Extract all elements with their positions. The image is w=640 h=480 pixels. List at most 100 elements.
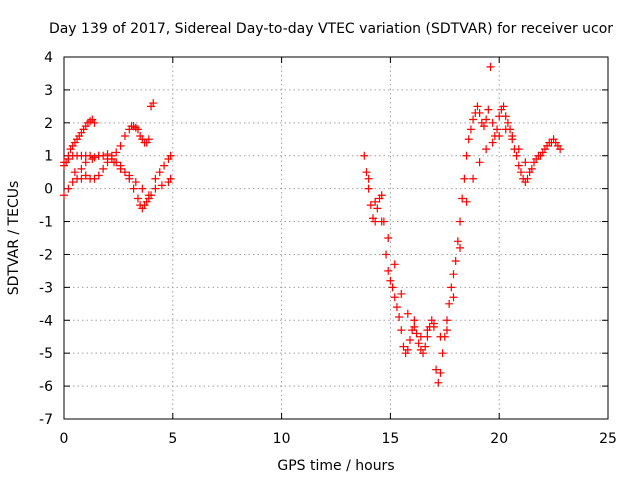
- data-point: [364, 174, 373, 183]
- data-series: [360, 62, 565, 387]
- data-point: [90, 118, 99, 127]
- data-point: [116, 164, 125, 173]
- data-point: [390, 293, 399, 302]
- data-point: [556, 145, 565, 154]
- data-point: [414, 339, 423, 348]
- x-tick-label: 25: [599, 431, 617, 447]
- data-point: [390, 260, 399, 269]
- data-series: [70, 151, 175, 200]
- data-point: [523, 174, 532, 183]
- data-point: [88, 155, 97, 164]
- data-point: [60, 191, 68, 200]
- data-point: [475, 158, 484, 167]
- data-point: [64, 155, 73, 164]
- data-point: [419, 349, 428, 358]
- data-point: [392, 303, 401, 312]
- data-point: [360, 151, 369, 160]
- data-point: [160, 161, 169, 170]
- data-point: [462, 151, 471, 160]
- data-point: [508, 131, 517, 140]
- data-point: [120, 168, 129, 177]
- data-point: [475, 108, 484, 117]
- y-tick-label: -2: [39, 247, 53, 263]
- data-point: [386, 276, 395, 285]
- data-point: [86, 117, 95, 126]
- data-point: [514, 161, 523, 170]
- data-point: [397, 326, 406, 335]
- data-point: [447, 283, 456, 292]
- data-point: [90, 153, 99, 162]
- data-point: [377, 191, 386, 200]
- plot-frame: [63, 56, 609, 420]
- data-point: [412, 329, 421, 338]
- data-point: [432, 365, 441, 374]
- data-point: [99, 164, 108, 173]
- data-point: [516, 168, 525, 177]
- x-tick-label: 20: [490, 431, 508, 447]
- data-point: [503, 118, 512, 127]
- data-point: [112, 148, 121, 157]
- data-point: [482, 115, 491, 124]
- data-point: [464, 135, 473, 144]
- data-point: [442, 326, 451, 335]
- y-tick-labels: -7 -6 -5 -4 -3 -2 -1 0 1 2 3 4: [39, 50, 53, 428]
- data-point: [116, 141, 125, 150]
- y-tick-label: 4: [44, 50, 53, 66]
- data-point: [90, 174, 99, 183]
- data-point: [166, 174, 175, 183]
- data-point: [77, 174, 86, 183]
- data-point: [527, 164, 536, 173]
- data-point: [512, 151, 521, 160]
- data-point: [166, 151, 175, 160]
- data-point: [501, 112, 510, 121]
- data-point: [499, 102, 508, 111]
- data-point: [410, 322, 419, 331]
- data-series: [364, 125, 530, 341]
- data-point: [466, 125, 475, 134]
- x-axis-label: GPS time / hours: [277, 458, 394, 474]
- data-point: [460, 174, 469, 183]
- data-point: [405, 336, 414, 345]
- data-point: [377, 217, 386, 226]
- data-point: [397, 289, 406, 298]
- data-point: [120, 131, 129, 140]
- x-tick-label: 15: [381, 431, 399, 447]
- data-point: [458, 194, 467, 203]
- x-tick-label: 0: [60, 431, 69, 447]
- data-point: [479, 122, 488, 131]
- data-point: [482, 145, 491, 154]
- data-point: [68, 178, 77, 187]
- y-tick-label: 1: [44, 149, 53, 165]
- data-series: [60, 99, 158, 167]
- data-point: [133, 125, 142, 134]
- data-point: [60, 158, 68, 167]
- data-point: [373, 204, 382, 213]
- data-point: [64, 184, 73, 193]
- data-point: [362, 168, 371, 177]
- data-point: [81, 158, 90, 167]
- data-point: [81, 171, 90, 180]
- y-tick-label: 3: [44, 83, 53, 99]
- data-point: [484, 105, 493, 114]
- y-tick-label: -1: [39, 215, 53, 231]
- data-point: [442, 316, 451, 325]
- data-point: [364, 184, 373, 193]
- data-point: [125, 171, 134, 180]
- y-tick-label: 2: [44, 116, 53, 132]
- data-point: [399, 342, 408, 351]
- data-point: [395, 312, 404, 321]
- data-point: [486, 62, 495, 71]
- data-point: [94, 151, 103, 160]
- data-point: [434, 378, 443, 387]
- data-point: [438, 349, 447, 358]
- data-point: [495, 131, 504, 140]
- data-point: [416, 332, 425, 341]
- data-point: [421, 342, 430, 351]
- data-point: [155, 168, 164, 177]
- data-point: [144, 191, 153, 200]
- data-point: [403, 309, 412, 318]
- data-point: [449, 293, 458, 302]
- data-point: [456, 243, 465, 252]
- data-point: [493, 125, 502, 134]
